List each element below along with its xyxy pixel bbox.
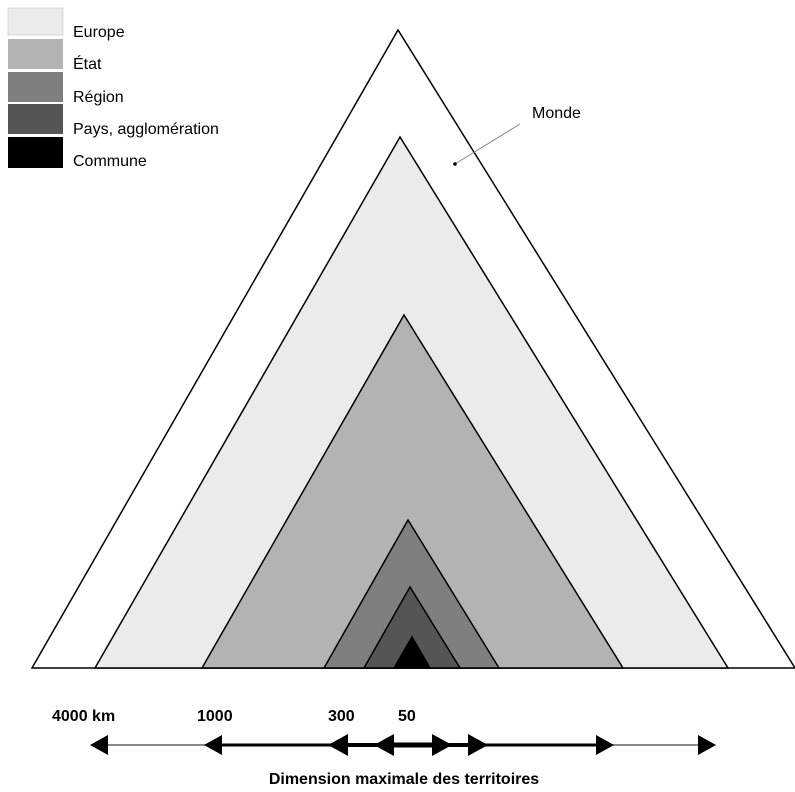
monde-label: Monde (532, 105, 581, 122)
scale-arrows (90, 734, 716, 756)
scale-label-1000: 1000 (197, 708, 233, 725)
legend-label-etat: État (73, 54, 102, 73)
monde-leader-line (454, 123, 521, 165)
legend: Europe État Région Pays, agglomération C… (7, 7, 219, 170)
scale-label-50: 50 (398, 708, 416, 725)
scale-label-300: 300 (328, 708, 355, 725)
legend-label-pays: Pays, agglomération (73, 121, 219, 138)
scale-label-4000: 4000 km (52, 708, 115, 725)
arrowhead-left-1000 (204, 735, 222, 755)
legend-label-commune: Commune (73, 153, 147, 170)
legend-swatch-etat (8, 39, 63, 69)
arrowhead-left-50 (374, 734, 394, 756)
triangle-commune (392, 635, 432, 669)
monde-leader-dot (453, 162, 457, 166)
scale-title: Dimension maximale des territoires (269, 771, 539, 788)
legend-label-region: Région (73, 89, 124, 106)
arrowhead-right-50 (432, 734, 452, 756)
legend-swatch-europe (7, 7, 64, 36)
legend-swatch-commune (8, 137, 63, 168)
legend-label-europe: Europe (73, 24, 125, 41)
arrowhead-left-4000 (90, 735, 108, 755)
legend-swatch-pays (8, 104, 63, 134)
arrowhead-right-300 (468, 734, 488, 756)
arrowhead-right-4000 (698, 735, 716, 755)
arrowhead-left-300 (328, 734, 348, 756)
arrowhead-right-1000 (596, 735, 614, 755)
legend-swatch-region (8, 72, 63, 102)
